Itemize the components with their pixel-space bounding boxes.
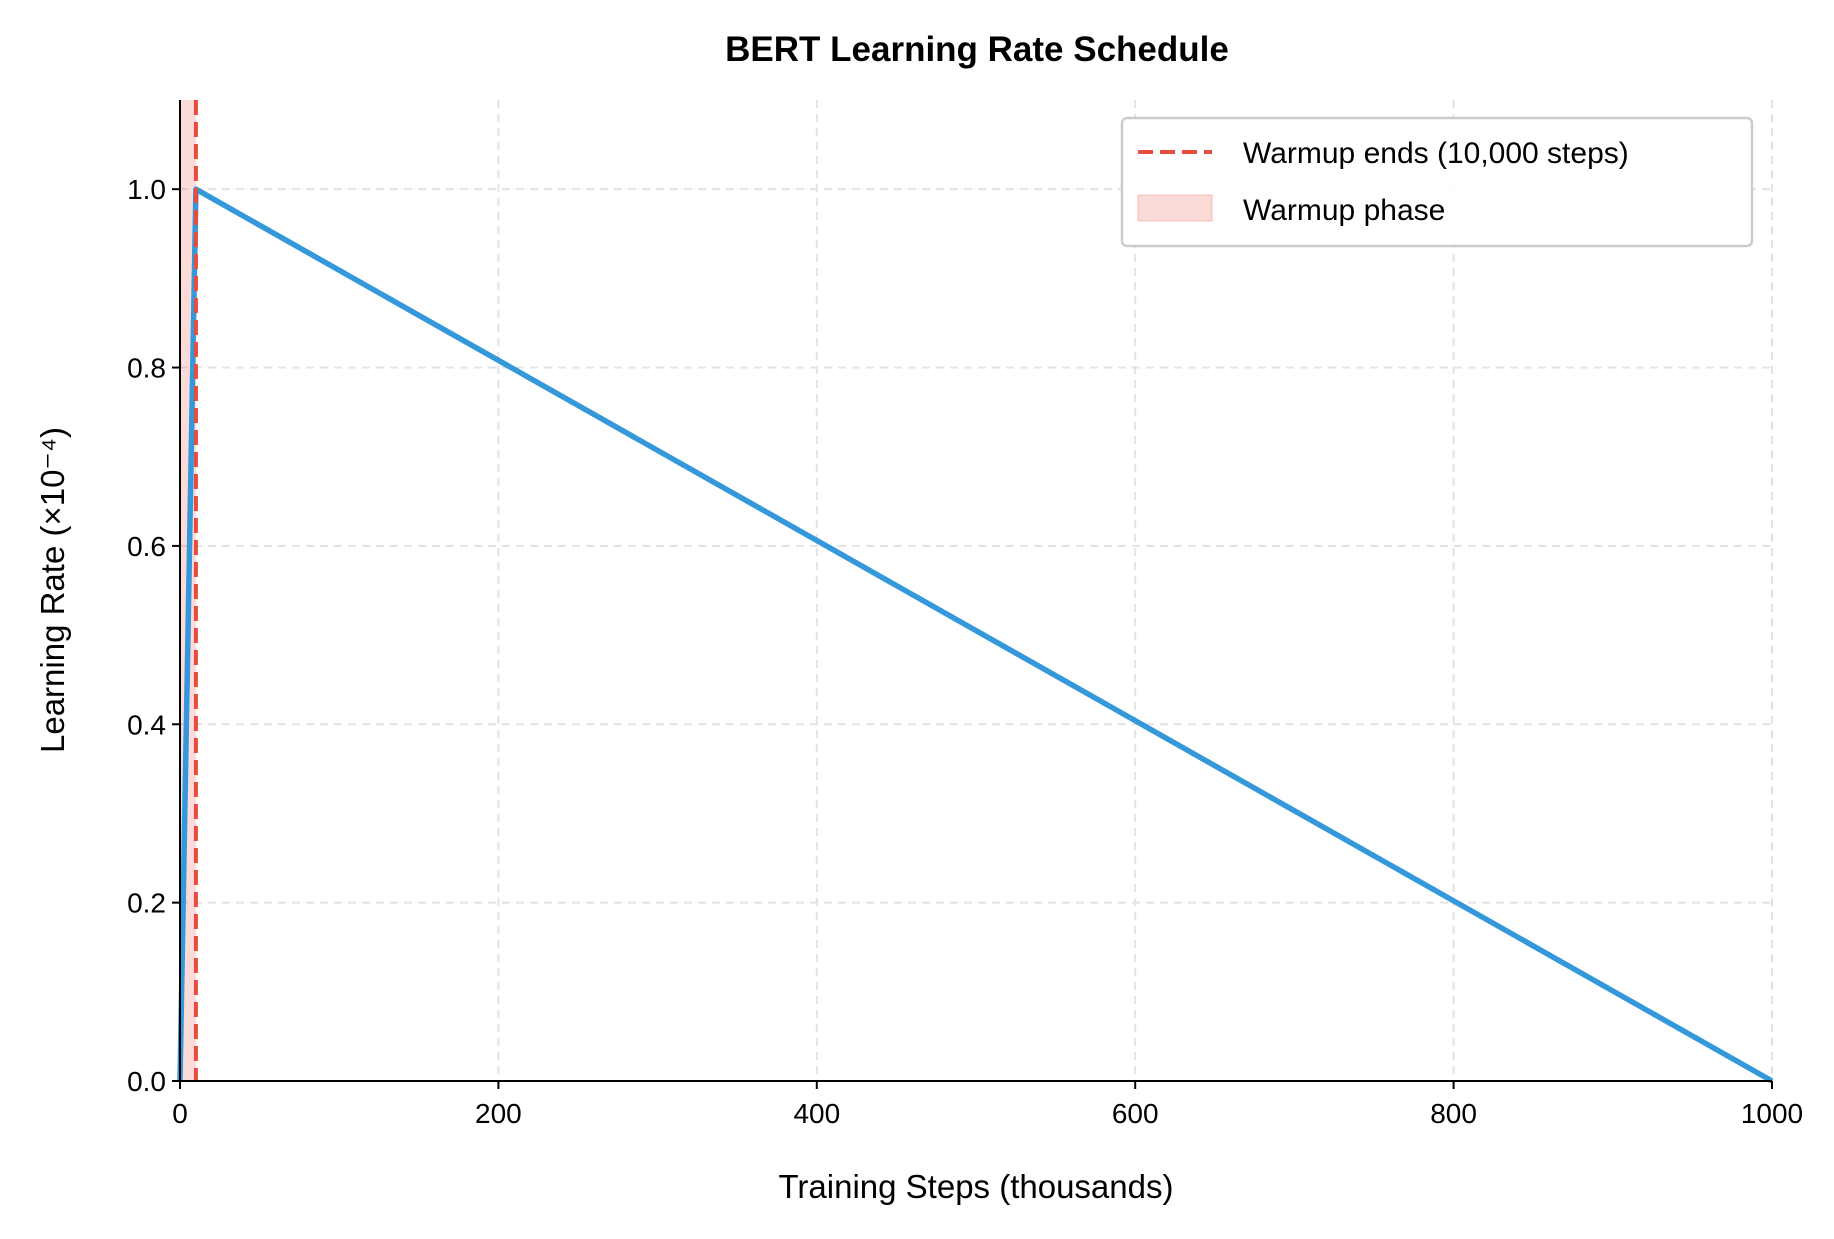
x-tick-label: 600 bbox=[1112, 1098, 1159, 1129]
legend-box bbox=[1120, 116, 1754, 248]
learning-rate-line bbox=[177, 186, 1774, 1084]
y-tick-label: 0.8 bbox=[127, 353, 166, 384]
x-tick-label: 400 bbox=[793, 1098, 840, 1129]
x-tick-label: 1000 bbox=[1741, 1098, 1803, 1129]
x-tick-label: 800 bbox=[1430, 1098, 1477, 1129]
y-tick-label: 0.0 bbox=[127, 1066, 166, 1097]
x-tick-label: 200 bbox=[475, 1098, 522, 1129]
plot-area bbox=[177, 100, 1774, 1084]
y-tick-label: 0.4 bbox=[127, 709, 166, 740]
legend-label-warmup-ends: Warmup ends (10,000 steps) bbox=[1243, 137, 1629, 170]
x-ticks: 0 200 400 600 800 1000 bbox=[172, 1081, 1803, 1129]
y-ticks: 0.0 0.2 0.4 0.6 0.8 1.0 bbox=[127, 174, 180, 1097]
chart-title: BERT Learning Rate Schedule bbox=[725, 30, 1229, 69]
y-axis-label: Learning Rate (×10⁻⁴) bbox=[34, 427, 71, 753]
y-tick-label: 0.6 bbox=[127, 531, 166, 562]
legend: Warmup ends (10,000 steps) Warmup phase bbox=[1120, 116, 1754, 248]
legend-shaded-patch-icon bbox=[1137, 194, 1213, 222]
legend-label-warmup-phase: Warmup phase bbox=[1243, 194, 1445, 227]
y-tick-label: 1.0 bbox=[127, 174, 166, 205]
y-tick-label: 0.2 bbox=[127, 888, 166, 919]
x-tick-label: 0 bbox=[172, 1098, 188, 1129]
x-axis-label: Training Steps (thousands) bbox=[779, 1168, 1174, 1205]
